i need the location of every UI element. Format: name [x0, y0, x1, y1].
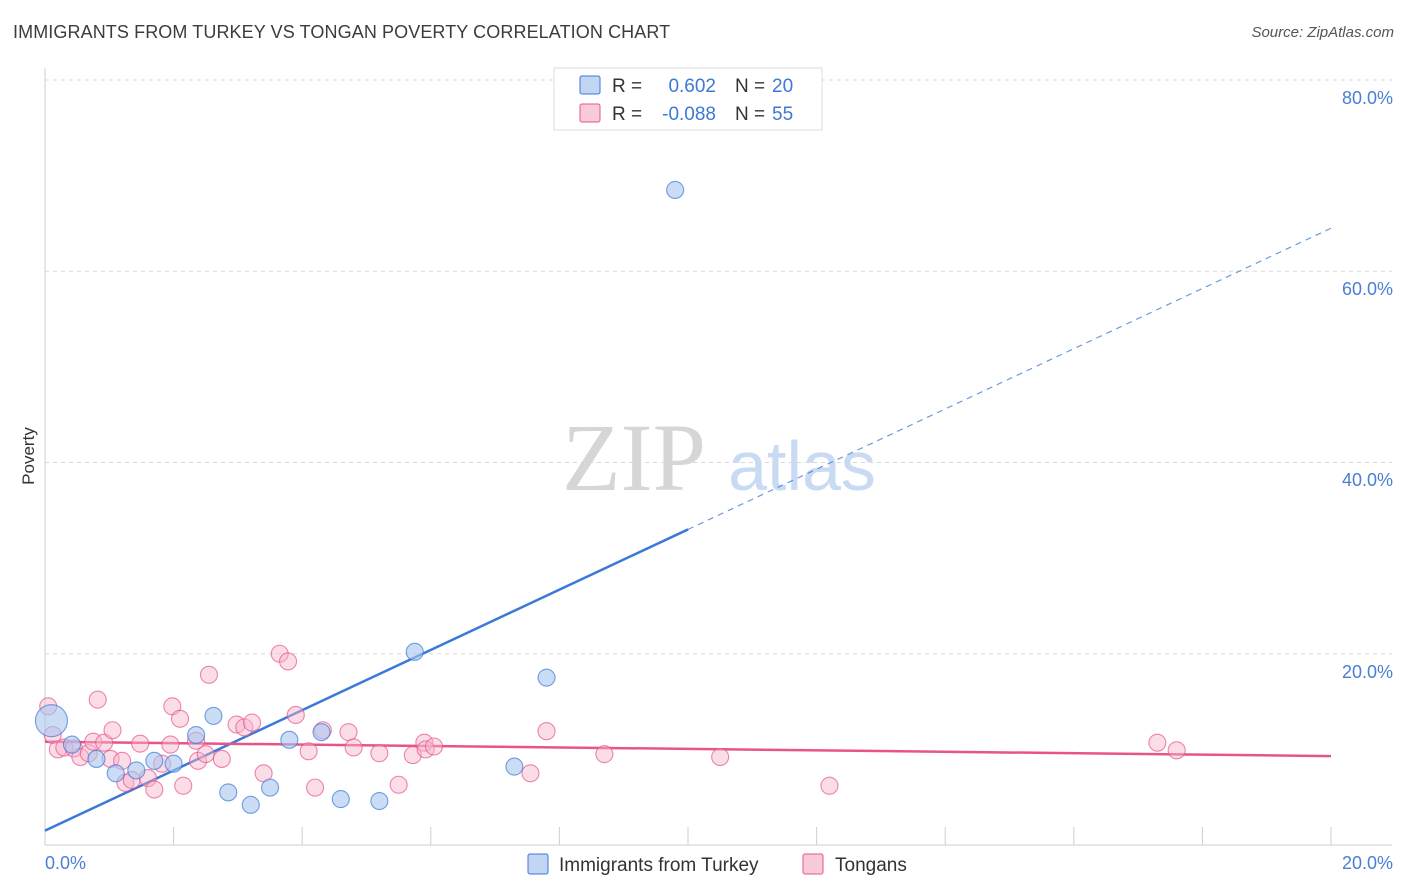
stats-swatch-blue: [579, 75, 601, 95]
watermark: ZIP atlas: [562, 404, 876, 511]
y-axis-title: Poverty: [19, 427, 38, 485]
point-tongans: [242, 713, 262, 732]
point-tongans: [711, 747, 730, 767]
point-turkey: [370, 791, 389, 811]
x-tick-label: 0.0%: [45, 853, 86, 873]
point-turkey: [164, 754, 183, 773]
point-turkey: [260, 778, 280, 797]
point-tongans: [537, 722, 556, 741]
point-tongans: [212, 749, 231, 768]
point-tongans: [424, 737, 444, 756]
point-turkey: [87, 749, 106, 768]
trend-line-turkey: [44, 528, 689, 832]
point-tongans: [1148, 733, 1167, 752]
chart-source: Source: ZipAtlas.com: [1251, 24, 1394, 41]
stats-r-value: 0.602: [668, 76, 716, 97]
stats-r-value: -0.088: [662, 104, 716, 125]
grid-layer: [45, 79, 1392, 655]
legend-label-turkey: Immigrants from Turkey: [559, 855, 759, 876]
stats-n-label: N =: [735, 104, 765, 125]
stats-n-value: 20: [772, 76, 793, 97]
stats-r-label: R =: [612, 76, 642, 97]
legend-label-tongans: Tongans: [835, 855, 907, 876]
point-tongans: [196, 745, 215, 764]
trend-layer: [44, 227, 1332, 832]
point-turkey: [219, 783, 238, 802]
y-tick-label: 80.0%: [1342, 88, 1393, 108]
point-tongans: [415, 733, 434, 752]
tick-layer: 20.0% 40.0% 60.0% 80.0% 0.0% 20.0%: [45, 88, 1393, 873]
point-tongans: [170, 709, 190, 728]
point-tongans: [344, 738, 363, 757]
y-tick-label: 20.0%: [1342, 662, 1393, 682]
trend-line-tongans: [44, 740, 1332, 758]
legend-swatch-pink: [802, 853, 824, 875]
series-legend: Immigrants from Turkey Tongans: [527, 853, 907, 876]
stats-n-label: N =: [735, 76, 765, 97]
point-tongans: [174, 776, 193, 795]
point-tongans: [279, 652, 298, 671]
point-tongans: [188, 751, 208, 770]
trend-line-turkey-extension: [687, 227, 1332, 530]
point-tongans: [339, 723, 358, 742]
point-turkey: [34, 704, 68, 738]
stats-n-value: 55: [772, 104, 793, 125]
point-turkey: [537, 668, 556, 687]
point-tongans: [199, 665, 219, 684]
point-turkey: [666, 180, 685, 200]
point-tongans: [595, 745, 614, 764]
point-tongans: [299, 742, 318, 761]
point-tongans: [370, 744, 389, 763]
point-tongans: [1167, 741, 1186, 760]
point-turkey: [505, 757, 524, 776]
point-tongans: [131, 734, 150, 753]
point-tongans: [88, 690, 107, 709]
point-layer: [34, 180, 1186, 814]
point-turkey: [145, 751, 164, 770]
point-tongans: [389, 775, 408, 794]
point-tongans: [95, 733, 114, 752]
point-tongans: [820, 776, 839, 795]
point-tongans: [161, 735, 180, 754]
stats-swatch-pink: [579, 103, 601, 123]
point-turkey: [331, 790, 350, 809]
legend-swatch-blue: [527, 853, 549, 875]
watermark-zip: ZIP: [562, 404, 706, 511]
x-tick-label: 20.0%: [1342, 853, 1393, 873]
watermark-atlas: atlas: [728, 427, 876, 505]
chart-title: IMMIGRANTS FROM TURKEY VS TONGAN POVERTY…: [13, 22, 671, 42]
point-turkey: [312, 723, 331, 742]
point-tongans: [145, 780, 164, 799]
point-tongans: [286, 705, 305, 725]
point-turkey: [204, 706, 223, 725]
point-turkey: [62, 735, 82, 754]
y-tick-label: 60.0%: [1342, 279, 1393, 299]
point-tongans: [521, 764, 540, 783]
point-tongans: [306, 778, 325, 797]
y-tick-label: 40.0%: [1342, 470, 1393, 490]
point-turkey: [405, 642, 424, 661]
point-turkey: [106, 764, 125, 783]
point-tongans: [103, 721, 122, 740]
point-turkey: [187, 725, 206, 745]
point-turkey: [127, 761, 146, 780]
stats-legend: R = 0.602 N = 20 R = -0.088 N = 55: [553, 67, 823, 131]
stats-r-label: R =: [612, 104, 642, 125]
point-turkey: [280, 730, 299, 749]
point-turkey: [241, 795, 260, 814]
